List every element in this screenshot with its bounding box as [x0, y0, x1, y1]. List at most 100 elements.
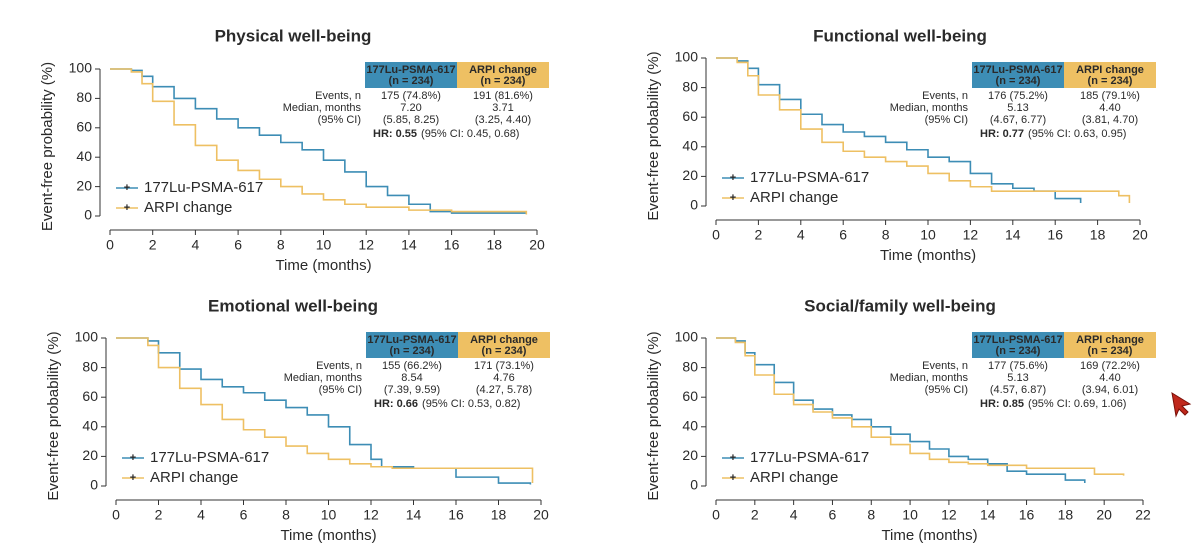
table-events: 177 (75.6%)	[988, 360, 1048, 372]
legend-marker: +	[730, 452, 736, 464]
x-tick-label: 20	[533, 507, 549, 523]
y-tick-label: 80	[76, 89, 92, 105]
table-header-name: 177Lu-PSMA-617	[367, 334, 456, 346]
table-events: 171 (73.1%)	[474, 360, 534, 372]
x-tick-label: 18	[491, 507, 507, 523]
x-tick-label: 18	[1058, 507, 1074, 523]
survival-curve	[116, 337, 534, 484]
table-median-ci: (3.94, 6.01)	[1082, 384, 1138, 396]
table-events-label: Events, n	[922, 360, 968, 372]
x-axis-label: Time (months)	[280, 527, 376, 544]
table-events-label: Events, n	[316, 360, 362, 372]
table-header	[1064, 332, 1156, 358]
table-median: 8.54	[401, 372, 422, 384]
x-tick-label: 12	[941, 507, 957, 523]
x-tick-label: 8	[882, 227, 890, 243]
y-tick-label: 20	[682, 447, 698, 463]
chart-title: Functional well-being	[813, 26, 987, 45]
table-median: 5.13	[1007, 102, 1028, 114]
table-median: 4.76	[493, 372, 514, 384]
table-median: 5.13	[1007, 372, 1028, 384]
legend-marker: +	[730, 172, 736, 184]
table-header	[365, 62, 457, 88]
x-tick-label: 14	[406, 507, 422, 523]
table-median-ci: (4.67, 6.77)	[990, 114, 1046, 126]
y-tick-label: 20	[82, 447, 98, 463]
x-tick-label: 14	[1005, 227, 1021, 243]
x-tick-label: 2	[755, 227, 763, 243]
survival-curve	[716, 337, 1125, 476]
legend-label: 177Lu-PSMA-617	[144, 179, 263, 196]
y-axis-label: Event-free probability (%)	[645, 51, 662, 220]
y-tick-label: 40	[682, 418, 698, 434]
chart-title: Physical well-being	[215, 26, 372, 45]
table-median-ci: (3.25, 4.40)	[475, 114, 531, 126]
x-axis-label: Time (months)	[881, 527, 977, 544]
table-header	[366, 332, 458, 358]
x-tick-label: 14	[980, 507, 996, 523]
y-tick-label: 0	[690, 197, 698, 213]
x-axis-label: Time (months)	[880, 247, 976, 264]
table-median-ci: (3.81, 4.70)	[1082, 114, 1138, 126]
table-header-n: (n = 234)	[482, 345, 527, 357]
table-events: 169 (72.2%)	[1080, 360, 1140, 372]
table-header	[972, 332, 1064, 358]
table-median-ci: (5.85, 8.25)	[383, 114, 439, 126]
x-tick-label: 12	[358, 237, 374, 253]
table-median-label: Median, months	[283, 102, 362, 114]
table-header-name: 177Lu-PSMA-617	[973, 334, 1062, 346]
table-events: 175 (74.8%)	[381, 90, 441, 102]
legend-marker: +	[730, 472, 736, 484]
survival-curve	[716, 337, 1086, 484]
legend-marker: +	[130, 452, 136, 464]
y-tick-label: 100	[675, 329, 699, 345]
x-tick-label: 8	[867, 507, 875, 523]
x-tick-label: 10	[321, 507, 337, 523]
legend-label: ARPI change	[150, 469, 238, 486]
x-tick-label: 22	[1135, 507, 1151, 523]
y-tick-label: 40	[682, 138, 698, 154]
table-ci-label: (95% CI)	[319, 384, 362, 396]
hazard-ratio: HR: 0.55	[373, 128, 417, 140]
hazard-ratio-ci: (95% CI: 0.53, 0.82)	[422, 398, 520, 410]
y-tick-label: 60	[82, 388, 98, 404]
x-tick-label: 12	[963, 227, 979, 243]
y-tick-label: 60	[76, 119, 92, 135]
y-tick-label: 20	[682, 167, 698, 183]
table-header-name: ARPI change	[1076, 64, 1144, 76]
table-median-label: Median, months	[890, 372, 969, 384]
table-median: 4.40	[1099, 372, 1120, 384]
x-tick-label: 10	[920, 227, 936, 243]
legend-label: ARPI change	[750, 189, 838, 206]
x-tick-label: 2	[751, 507, 759, 523]
table-header-name: 177Lu-PSMA-617	[366, 64, 455, 76]
x-tick-label: 6	[234, 237, 242, 253]
y-tick-label: 0	[690, 477, 698, 493]
table-header-n: (n = 234)	[481, 75, 526, 87]
table-header-n: (n = 234)	[1088, 345, 1133, 357]
table-events-label: Events, n	[315, 90, 361, 102]
y-tick-label: 100	[75, 329, 99, 345]
table-header-n: (n = 234)	[390, 345, 435, 357]
x-tick-label: 0	[112, 507, 120, 523]
legend-marker: +	[124, 182, 130, 194]
table-events: 191 (81.6%)	[473, 90, 533, 102]
legend-marker: +	[730, 192, 736, 204]
y-axis-label: Event-free probability (%)	[39, 62, 56, 231]
y-tick-label: 80	[82, 358, 98, 374]
x-tick-label: 6	[839, 227, 847, 243]
x-tick-label: 2	[155, 507, 163, 523]
table-median-ci: (4.57, 6.87)	[990, 384, 1046, 396]
x-tick-label: 6	[240, 507, 248, 523]
table-header	[972, 62, 1064, 88]
hazard-ratio: HR: 0.77	[980, 128, 1024, 140]
y-axis-label: Event-free probability (%)	[45, 331, 62, 500]
survival-curve	[110, 68, 528, 215]
hazard-ratio-ci: (95% CI: 0.45, 0.68)	[421, 128, 519, 140]
hazard-ratio-ci: (95% CI: 0.63, 0.95)	[1028, 128, 1126, 140]
table-header-name: 177Lu-PSMA-617	[973, 64, 1062, 76]
survival-curve	[716, 57, 1131, 204]
y-tick-label: 20	[76, 177, 92, 193]
x-tick-label: 16	[444, 237, 460, 253]
table-header-n: (n = 234)	[389, 75, 434, 87]
